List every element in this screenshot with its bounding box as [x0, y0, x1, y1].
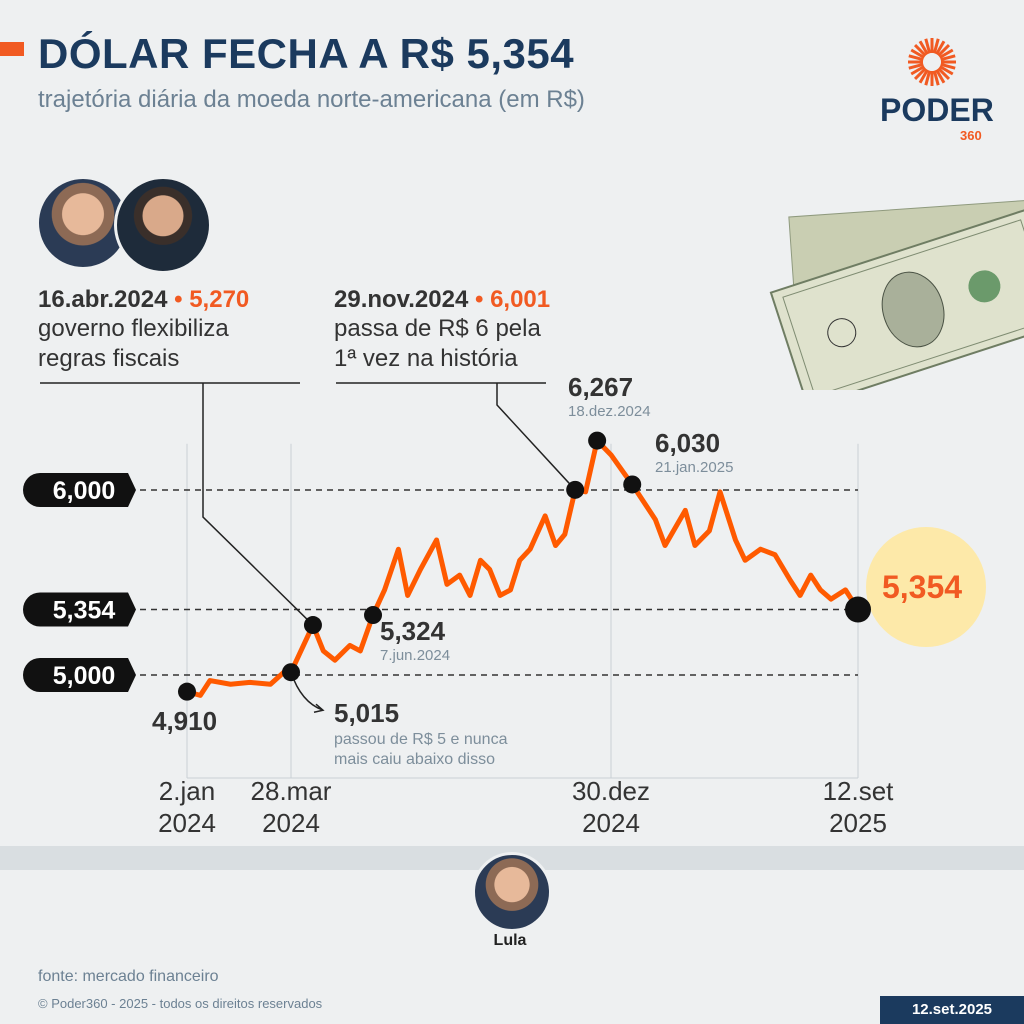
- sun-ray: [908, 62, 924, 70]
- current-value-label: 5,354: [882, 569, 962, 605]
- sun-icon: [908, 38, 956, 86]
- data-point-marker: [588, 431, 607, 450]
- annotation-date: 16.abr.2024: [38, 286, 168, 313]
- line-chart: 6,000 5,354 5,000 5,354 4,910 5,015 passou de …: [23, 372, 986, 838]
- reference-label: 5,354: [53, 597, 116, 625]
- data-point-label: 6,030: [655, 428, 720, 458]
- x-tick-label: 12.set: [823, 776, 895, 806]
- data-point-marker: [845, 596, 871, 623]
- x-tick-label: 2.jan: [159, 776, 215, 806]
- reference-badge: [23, 592, 137, 627]
- annotation-value: 5,270: [189, 286, 250, 313]
- photo-president: [472, 852, 552, 932]
- annotation-leader-line: [496, 383, 576, 491]
- data-point-note: passou de R$ 5 e nunca: [334, 731, 508, 748]
- sun-ray: [924, 38, 932, 54]
- sun-ray: [913, 67, 927, 81]
- page-title: DÓLAR FECHA A R$ 5,354: [38, 30, 575, 77]
- accent-bar: [0, 42, 24, 56]
- source-text: fonte: mercado financeiro: [38, 968, 219, 985]
- x-tick-label: 30.dez: [572, 776, 650, 806]
- data-point-label: 5,015: [334, 698, 399, 728]
- dollar-bills-image: [769, 199, 1024, 390]
- data-point-date: 18.dez.2024: [568, 403, 651, 420]
- annotation-text: 1ª vez na história: [334, 345, 518, 372]
- x-tick-label: 2024: [158, 808, 216, 838]
- date-badge: 12.set.2025: [880, 996, 1024, 1024]
- data-point-label: 4,910: [152, 706, 217, 736]
- x-tick-label: 2024: [262, 808, 320, 838]
- sun-ray: [935, 40, 946, 55]
- sun-ray: [939, 65, 954, 76]
- poder360-logo: PODER 360: [880, 36, 994, 143]
- current-value-highlight: [866, 527, 986, 647]
- x-tick-label: 28.mar: [251, 776, 332, 806]
- data-point-label: 5,324: [380, 616, 446, 646]
- photo-haddad: [114, 176, 212, 274]
- annotation-date: 29.nov.2024: [334, 286, 469, 313]
- data-point-marker: [303, 616, 322, 635]
- sun-ray: [937, 67, 951, 81]
- data-point-date: 21.jan.2025: [655, 459, 733, 476]
- data-point-marker: [566, 480, 585, 499]
- annotation-text: regras fiscais: [38, 345, 180, 372]
- x-tick-label: 2025: [829, 808, 887, 838]
- reference-label: 6,000: [53, 477, 116, 505]
- sun-ray: [932, 70, 940, 86]
- x-tick-label: 2024: [582, 808, 640, 838]
- data-point-label: 6,267: [568, 372, 633, 402]
- logo-number: 360: [960, 128, 982, 143]
- annotation-text: passa de R$ 6 pela: [334, 315, 541, 342]
- annotation-abr-2024: 16.abr.2024 • 5,270 governo flexibiliza …: [38, 286, 250, 372]
- data-point-note: mais caiu abaixo disso: [334, 751, 495, 768]
- data-point-marker: [623, 475, 642, 494]
- annotation-nov-2024: 29.nov.2024 • 6,001 passa de R$ 6 pela 1…: [334, 286, 551, 372]
- sun-ray: [918, 40, 929, 55]
- sun-ray: [935, 69, 946, 84]
- sun-ray: [910, 48, 925, 59]
- data-point-marker: [282, 663, 300, 682]
- sun-ray: [924, 70, 932, 86]
- sun-ray: [940, 54, 956, 62]
- sun-ray: [908, 54, 924, 62]
- annotation-leader-line: [202, 383, 314, 626]
- data-point-marker: [364, 606, 383, 625]
- sun-ray: [913, 43, 927, 57]
- sun-ray: [910, 65, 925, 76]
- page-subtitle: trajetória diária da moeda norte-america…: [38, 86, 585, 113]
- sun-ray: [932, 38, 940, 54]
- data-point-marker: [178, 682, 196, 701]
- annotation-value: 6,001: [490, 286, 551, 313]
- sun-ray: [939, 48, 954, 59]
- sun-ray: [918, 69, 929, 84]
- data-point-date: 7.jun.2024: [380, 647, 450, 664]
- sun-ray: [937, 43, 951, 57]
- sun-ray: [940, 62, 956, 70]
- president-name: Lula: [493, 932, 527, 949]
- reference-badge: [23, 473, 136, 507]
- reference-badge: [23, 658, 136, 692]
- reference-label: 5,000: [53, 662, 116, 690]
- annotation-text: governo flexibiliza: [38, 315, 229, 342]
- dollar-series-line: [186, 438, 861, 698]
- copyright-text: © Poder360 - 2025 - todos os direitos re…: [38, 996, 323, 1011]
- logo-word: PODER: [880, 92, 994, 128]
